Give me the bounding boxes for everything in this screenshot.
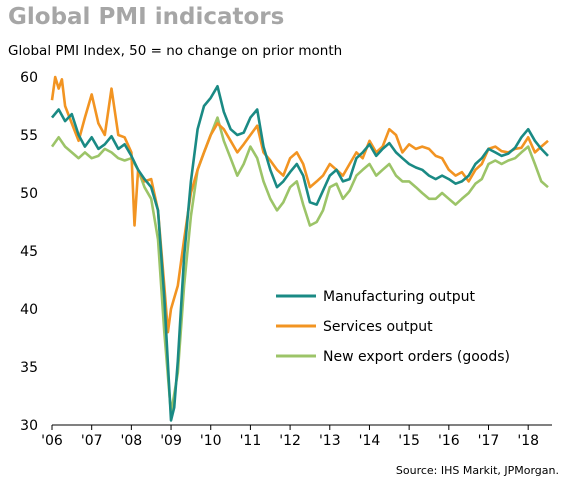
x-tick-label: '17	[478, 433, 500, 449]
x-tick-label: '18	[517, 433, 539, 449]
x-tick-label: '14	[359, 433, 381, 449]
chart-lines	[50, 75, 549, 422]
x-tick-label: '08	[121, 433, 143, 449]
y-tick-label: 50	[20, 186, 38, 202]
chart-title: Global PMI indicators	[8, 4, 285, 30]
x-tick-label: '07	[81, 433, 103, 449]
x-tick-label: '10	[200, 433, 222, 449]
x-tick-label: '09	[160, 433, 182, 449]
series-line-0	[50, 85, 549, 422]
series-line-2	[50, 116, 549, 415]
chart-subtitle: Global PMI Index, 50 = no change on prio…	[8, 43, 343, 59]
y-tick-label: 55	[20, 128, 38, 144]
chart-legend: Manufacturing output Services output New e…	[276, 289, 510, 365]
y-tick-label: 60	[20, 70, 38, 86]
x-tick-label: '16	[438, 433, 460, 449]
chart-axes: 30 35 40 45 50 55 60 '06 '07 '08 '09 '10 '11 '12 '13 '1…	[20, 70, 552, 449]
x-tick-label: '13	[319, 433, 341, 449]
x-tick-label: '11	[240, 433, 262, 449]
legend-label: Services output	[323, 319, 433, 335]
y-tick-label: 45	[20, 244, 38, 260]
x-tick-label: '12	[279, 433, 301, 449]
legend-label: New export orders (goods)	[323, 349, 510, 365]
y-tick-label: 30	[20, 418, 38, 434]
legend-label: Manufacturing output	[323, 289, 476, 305]
x-tick-label: '15	[398, 433, 420, 449]
y-tick-label: 35	[20, 360, 38, 376]
y-tick-label: 40	[20, 302, 38, 318]
x-tick-label: '06	[41, 433, 63, 449]
series-line-1	[50, 75, 549, 334]
chart-source: Source: IHS Markit, JPMorgan.	[395, 464, 559, 477]
